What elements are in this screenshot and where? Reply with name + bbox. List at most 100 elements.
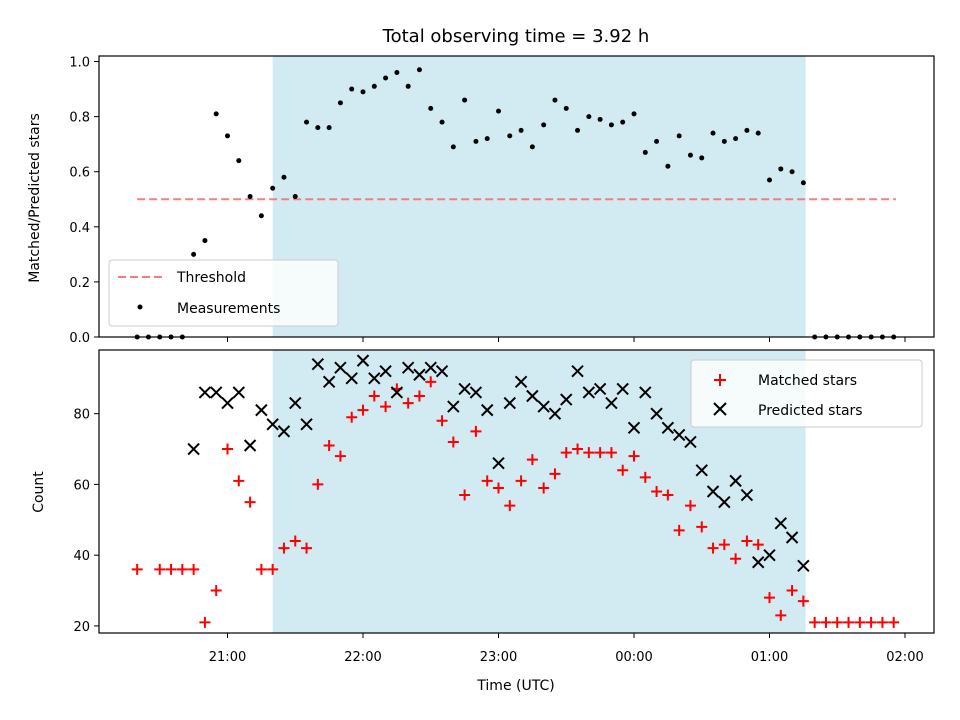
predicted-star-point [560,393,573,406]
predicted-star-point [548,407,562,420]
bottom-panel: 20 40 60 80 21:00 22:00 23:00 00:00 01:00 02:00 C… [31,349,935,694]
predicted-star-point [672,428,686,442]
predicted-star-point [266,418,279,431]
measurement-point [191,251,197,257]
matched-star-point [843,616,855,628]
measurement-point [360,89,366,95]
matched-star-point [526,454,538,466]
measurement-point [450,144,456,150]
measurement-point [529,144,535,150]
predicted-star-point [537,400,550,413]
predicted-star-point [627,421,641,435]
legend-matched-swatch [714,374,726,386]
matched-star-point [176,563,188,575]
predicted-star-point [356,354,370,367]
measurement-point [575,127,581,133]
predicted-star-point [797,559,810,572]
measurement-point [552,97,558,103]
predicted-star-point [661,421,675,435]
matched-star-point [244,496,256,508]
top-legend-box [108,259,339,327]
matched-star-point [730,553,742,565]
measurement-point [405,83,411,89]
predicted-star-point [729,474,742,488]
matched-star-point [504,500,516,512]
top-y-tick-label: 0.2 [69,276,90,291]
matched-star-point [301,542,313,554]
predicted-star-point [526,389,539,403]
matched-star-point [493,482,504,494]
measurement-point [642,149,648,155]
matched-star-point [447,436,459,448]
predicted-star-point [447,400,460,413]
matched-star-point [233,475,245,487]
matched-star-point [289,535,301,547]
chart-title: Total observing time = 3.92 h [382,26,650,47]
matched-star-point [752,539,764,551]
bottom-y-tick-label: 80 [73,408,90,423]
matched-star-point [888,616,900,628]
matched-star-point [639,471,651,483]
measurement-point [586,114,592,120]
measurement-point [202,238,208,244]
measurement-point [800,180,806,186]
bottom-y-tick-label: 40 [73,549,90,564]
legend-measurements-swatch [137,304,143,310]
matched-star-point [436,415,448,427]
matched-star-point [549,468,561,480]
predicted-star-point [424,361,437,374]
top-legend: Threshold Measurements [108,259,339,327]
x-tick-label: 01:00 [751,650,788,665]
matched-star-point [459,489,471,501]
measurement-point [281,174,287,180]
matched-star-point [323,440,335,452]
predicted-star-point [413,368,426,381]
predicted-star-point [345,372,358,385]
measurement-point [439,119,445,125]
matched-star-point [334,450,346,462]
measurement-point [496,108,501,114]
matched-star-point [538,482,550,494]
x-tick-label: 21:00 [209,650,246,665]
matched-star-point [764,592,775,604]
bottom-axes-frame [98,349,935,634]
predicted-star-point [300,418,313,431]
matched-star-point [470,425,482,437]
measurement-point [665,163,671,169]
matched-star-point [572,443,584,455]
predicted-star-point [650,407,663,420]
measurement-point [789,169,795,175]
matched-star-point [346,411,358,423]
measurement-point [462,97,468,103]
bottom-legend: Matched stars Predicted stars [690,359,923,428]
bottom-legend-box [690,359,923,428]
measurement-point [292,194,298,199]
matched-star-point [154,563,166,575]
measurement-point [767,177,772,183]
measurement-point [744,127,750,133]
matched-star-point [707,542,719,554]
matched-star-point [515,475,527,487]
matched-star-point [481,475,493,487]
measurement-point [236,158,242,164]
predicted-star-point [322,375,336,389]
predicted-star-point [605,396,618,410]
predicted-star-point [718,495,731,509]
predicted-star-point [243,439,257,452]
matched-star-point [165,563,177,575]
legend-predicted-label: Predicted stars [758,403,863,419]
matched-star-point [199,616,211,628]
measurement-point [349,86,355,92]
matched-star-point [775,609,787,621]
top-y-tick-label: 0.0 [69,331,90,346]
matched-star-point [413,390,425,402]
predicted-star-point [334,361,347,374]
measurement-point [304,119,310,125]
measurement-point [416,67,422,73]
predicted-star-point [684,435,697,449]
matched-star-point [662,489,674,501]
measurement-point [507,133,513,139]
matched-star-point [222,443,233,455]
matched-star-point [255,563,267,575]
matched-star-point [380,401,392,413]
